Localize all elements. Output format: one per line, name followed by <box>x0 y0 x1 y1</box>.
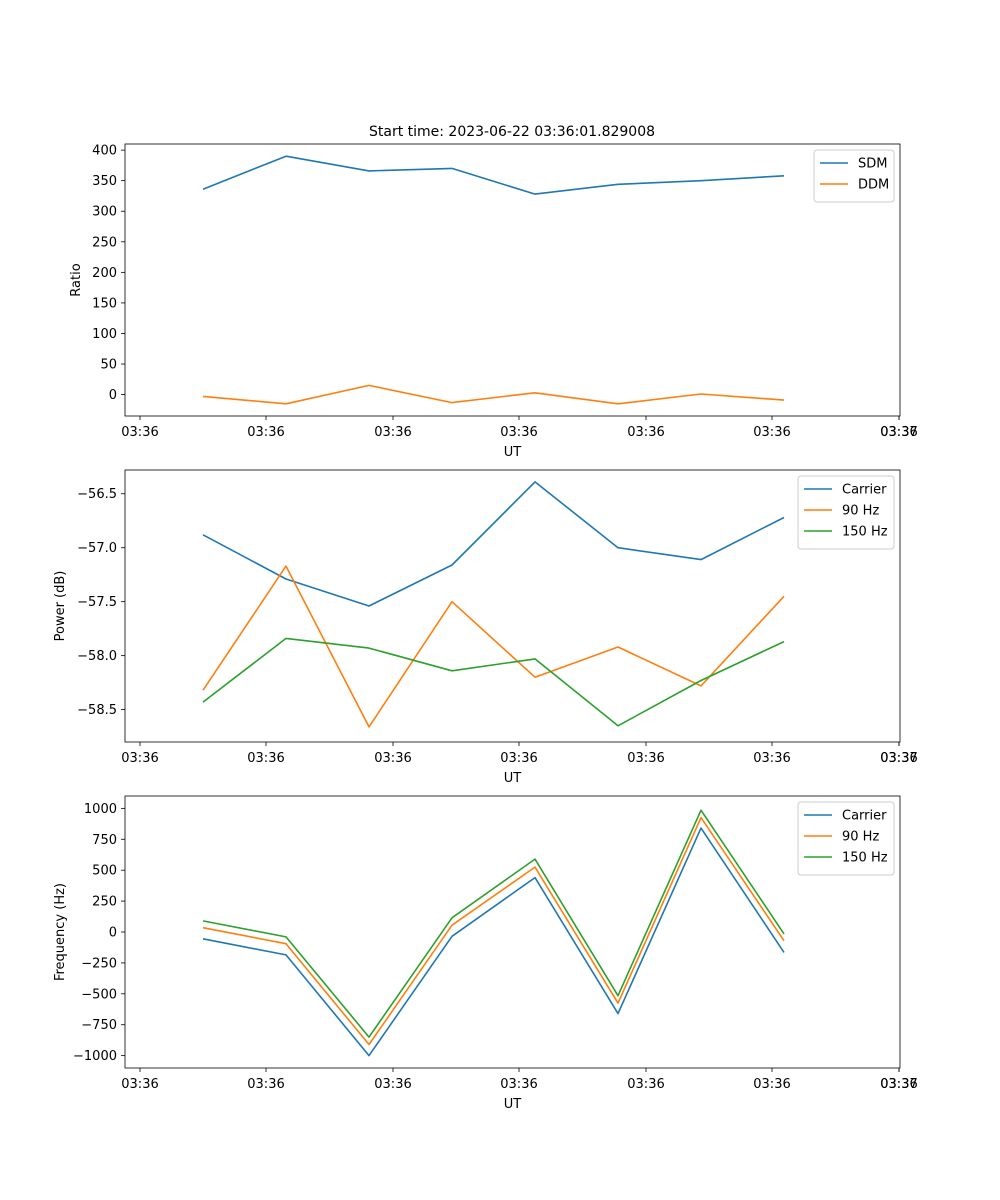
legend: Carrier 90 Hz 150 Hz <box>797 801 895 876</box>
x-axis-label: UT <box>504 771 522 786</box>
x-tick-label: 03:36 <box>374 751 411 766</box>
x-tick-label: 03:36 <box>121 425 158 440</box>
x-tick-label: 03:36 <box>121 1077 158 1092</box>
legend-label: 90 Hz <box>842 830 879 845</box>
x-axis-label: UT <box>504 1097 522 1112</box>
y-tick-label: 0 <box>109 926 117 941</box>
legend-label: DDM <box>858 178 889 193</box>
y-tick-label: 200 <box>92 266 117 281</box>
y-tick-label: −56.5 <box>77 487 117 502</box>
legend: SDM DDM <box>813 149 895 203</box>
y-tick-label: −57.0 <box>77 541 117 556</box>
legend-label: 90 Hz <box>842 504 879 519</box>
y-axis-label: Power (dB) <box>53 571 68 642</box>
y-tick-label: 350 <box>92 174 117 189</box>
x-tick-label: 03:36 <box>627 425 664 440</box>
series-line-sdm <box>202 155 785 195</box>
series-line-90-hz <box>202 565 785 728</box>
legend-label: SDM <box>858 157 887 172</box>
y-tick-label: 750 <box>92 833 117 848</box>
series-line-carrier <box>202 827 785 1057</box>
y-tick-label: 500 <box>92 864 117 879</box>
y-tick-label: 400 <box>92 144 117 159</box>
x-tick-label: 03:36 <box>247 425 284 440</box>
y-tick-label: −57.5 <box>77 595 117 610</box>
y-tick-label: 250 <box>92 235 117 250</box>
y-tick-label: 300 <box>92 205 117 220</box>
y-tick-label: −58.5 <box>77 703 117 718</box>
x-tick-label: 03:36 <box>880 425 917 440</box>
y-tick-label: −500 <box>81 987 117 1002</box>
y-tick-label: 0 <box>109 388 117 403</box>
x-tick-label: 03:36 <box>500 425 537 440</box>
series-line-150-hz <box>202 637 785 727</box>
y-tick-label: 1000 <box>84 802 117 817</box>
x-tick-label: 03:36 <box>627 751 664 766</box>
chart-panel-2: −58.5 −58.0 −57.5 −57.0 −56.5 03:36 03:36 03:36… <box>53 469 918 786</box>
x-tick-label: 03:36 <box>121 751 158 766</box>
figure-title: Start time: 2023-06-22 03:36:01.829008 <box>369 124 655 140</box>
legend-label: 150 Hz <box>842 525 888 540</box>
x-tick-label: 03:36 <box>753 1077 790 1092</box>
x-tick-label: 03:36 <box>374 425 411 440</box>
series-line-ddm <box>202 384 785 405</box>
y-axis-label: Frequency (Hz) <box>53 883 68 981</box>
x-tick-label: 03:36 <box>374 1077 411 1092</box>
y-tick-label: 50 <box>100 358 117 373</box>
x-tick-label: 03:36 <box>753 751 790 766</box>
x-tick-label: 03:37 <box>880 751 917 766</box>
plot-frame <box>124 469 901 743</box>
y-tick-label: −750 <box>81 1018 117 1033</box>
plot-frame <box>124 143 901 417</box>
y-tick-label: −1000 <box>73 1049 117 1064</box>
x-tick-label: 03:37 <box>880 1077 917 1092</box>
x-tick-label: 03:36 <box>627 1077 664 1092</box>
legend-label: 150 Hz <box>842 851 888 866</box>
y-tick-label: 100 <box>92 327 117 342</box>
series-line-90-hz <box>202 816 785 1046</box>
x-tick-label: 03:36 <box>500 751 537 766</box>
y-axis-label: Ratio <box>69 263 84 296</box>
legend: Carrier 90 Hz 150 Hz <box>797 475 895 550</box>
series-line-150-hz <box>202 809 785 1038</box>
series-line-carrier <box>202 481 785 607</box>
x-tick-label: 03:36 <box>880 1077 917 1092</box>
x-tick-label: 03:37 <box>880 425 917 440</box>
x-tick-label: 03:36 <box>880 751 917 766</box>
x-axis-label: UT <box>504 445 522 460</box>
y-tick-label: 250 <box>92 895 117 910</box>
x-tick-label: 03:36 <box>247 751 284 766</box>
x-tick-label: 03:36 <box>500 1077 537 1092</box>
y-tick-label: 150 <box>92 296 117 311</box>
x-tick-label: 03:36 <box>753 425 790 440</box>
y-tick-label: −58.0 <box>77 649 117 664</box>
x-tick-label: 03:36 <box>247 1077 284 1092</box>
legend-label: Carrier <box>842 483 887 498</box>
y-tick-label: −250 <box>81 956 117 971</box>
plot-frame <box>124 795 901 1069</box>
legend-label: Carrier <box>842 809 887 824</box>
